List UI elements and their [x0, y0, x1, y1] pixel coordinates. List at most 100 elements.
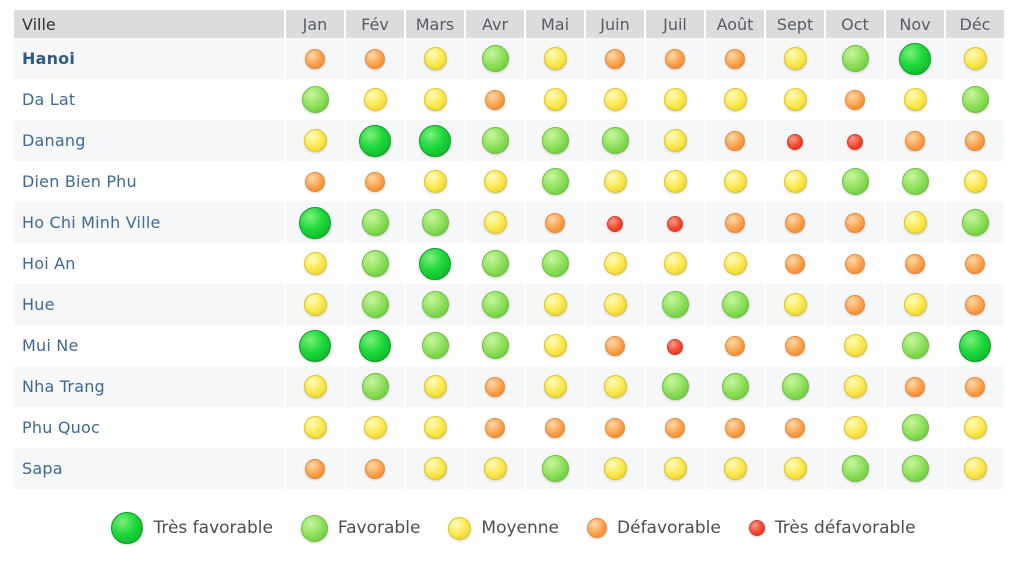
rating-dot-icon — [361, 209, 389, 236]
rating-dot-icon — [663, 457, 687, 480]
rating-cell — [706, 202, 764, 243]
month-header-dec[interactable]: Déc — [946, 10, 1004, 38]
rating-cell — [586, 161, 644, 202]
rating-cell — [706, 448, 764, 489]
rating-dot-icon — [845, 253, 865, 274]
rating-cell — [286, 284, 344, 325]
rating-cell — [826, 407, 884, 448]
rating-dot-icon — [663, 170, 687, 193]
rating-cell — [766, 448, 824, 489]
month-header-mar[interactable]: Mars — [406, 10, 464, 38]
rating-dot-icon — [543, 88, 567, 111]
rating-dot-icon — [541, 455, 569, 482]
rating-dot-icon — [603, 457, 627, 480]
rating-cell — [406, 202, 464, 243]
rating-cell — [646, 325, 704, 366]
rating-cell — [466, 448, 524, 489]
rating-dot-icon — [361, 373, 389, 400]
rating-cell — [286, 161, 344, 202]
city-link[interactable]: Mui Ne — [14, 325, 284, 366]
month-header-jul[interactable]: Juil — [646, 10, 704, 38]
rating-cell — [946, 243, 1004, 284]
rating-cell — [886, 366, 944, 407]
city-link[interactable]: Sapa — [14, 448, 284, 489]
rating-cell — [346, 38, 404, 79]
rating-cell — [766, 366, 824, 407]
rating-dot-icon — [847, 133, 863, 150]
rating-cell — [466, 325, 524, 366]
rating-cell — [286, 325, 344, 366]
rating-dot-icon — [365, 171, 385, 192]
rating-cell — [646, 243, 704, 284]
rating-dot-icon — [963, 457, 987, 480]
rating-cell — [706, 366, 764, 407]
month-header-sep[interactable]: Sept — [766, 10, 824, 38]
rating-cell — [346, 120, 404, 161]
rating-cell — [526, 448, 584, 489]
rating-cell — [466, 120, 524, 161]
climate-table: Ville Jan Fév Mars Avr Mai Juin Juil Aoû… — [12, 10, 1006, 489]
city-link[interactable]: Hue — [14, 284, 284, 325]
rating-dot-icon — [723, 88, 747, 111]
city-link[interactable]: Phu Quoc — [14, 407, 284, 448]
month-header-apr[interactable]: Avr — [466, 10, 524, 38]
rating-dot-icon — [541, 250, 569, 277]
table-row: Sapa — [14, 448, 1004, 489]
rating-cell — [346, 284, 404, 325]
rating-dot-icon — [901, 455, 929, 482]
rating-cell — [766, 202, 824, 243]
city-link[interactable]: Hanoi — [14, 38, 284, 79]
rating-cell — [586, 407, 644, 448]
rating-cell — [886, 407, 944, 448]
rating-cell — [346, 202, 404, 243]
rating-dot-icon — [723, 457, 747, 480]
rating-dot-icon — [663, 252, 687, 275]
rating-dot-icon — [303, 293, 327, 316]
rating-cell — [286, 448, 344, 489]
month-header-jun[interactable]: Juin — [586, 10, 644, 38]
rating-cell — [406, 79, 464, 120]
rating-cell — [946, 202, 1004, 243]
month-header-aug[interactable]: Août — [706, 10, 764, 38]
rating-cell — [526, 284, 584, 325]
rating-dot-icon — [419, 124, 451, 157]
rating-dot-icon — [721, 291, 749, 318]
rating-dot-icon — [963, 416, 987, 439]
table-row: Hue — [14, 284, 1004, 325]
city-link[interactable]: Nha Trang — [14, 366, 284, 407]
city-link[interactable]: Ho Chi Minh Ville — [14, 202, 284, 243]
rating-dot-icon — [483, 170, 507, 193]
city-column-header[interactable]: Ville — [14, 10, 284, 38]
rating-dot-icon — [603, 293, 627, 316]
rating-cell — [886, 202, 944, 243]
city-link[interactable]: Hoi An — [14, 243, 284, 284]
table-row: Hoi An — [14, 243, 1004, 284]
rating-dot-icon — [965, 130, 985, 151]
rating-dot-icon — [843, 416, 867, 439]
legend-item: Très défavorable — [748, 518, 916, 538]
rating-cell — [706, 407, 764, 448]
rating-cell — [826, 120, 884, 161]
rating-cell — [706, 243, 764, 284]
table-row: Mui Ne — [14, 325, 1004, 366]
table-body: Hanoi Da Lat Danang Dien Bien Phu Ho Chi Min… — [14, 38, 1004, 489]
rating-cell — [346, 407, 404, 448]
month-header-nov[interactable]: Nov — [886, 10, 944, 38]
city-link[interactable]: Dien Bien Phu — [14, 161, 284, 202]
rating-dot-icon — [421, 291, 449, 318]
rating-dot-icon — [959, 329, 991, 362]
legend-dot-icon — [748, 520, 765, 536]
rating-cell — [406, 161, 464, 202]
rating-dot-icon — [541, 168, 569, 195]
month-header-jan[interactable]: Jan — [286, 10, 344, 38]
rating-cell — [646, 366, 704, 407]
month-header-may[interactable]: Mai — [526, 10, 584, 38]
month-header-feb[interactable]: Fév — [346, 10, 404, 38]
month-header-oct[interactable]: Oct — [826, 10, 884, 38]
rating-dot-icon — [841, 45, 869, 72]
rating-dot-icon — [843, 334, 867, 357]
city-link[interactable]: Da Lat — [14, 79, 284, 120]
rating-cell — [406, 366, 464, 407]
table-row: Ho Chi Minh Ville — [14, 202, 1004, 243]
city-link[interactable]: Danang — [14, 120, 284, 161]
